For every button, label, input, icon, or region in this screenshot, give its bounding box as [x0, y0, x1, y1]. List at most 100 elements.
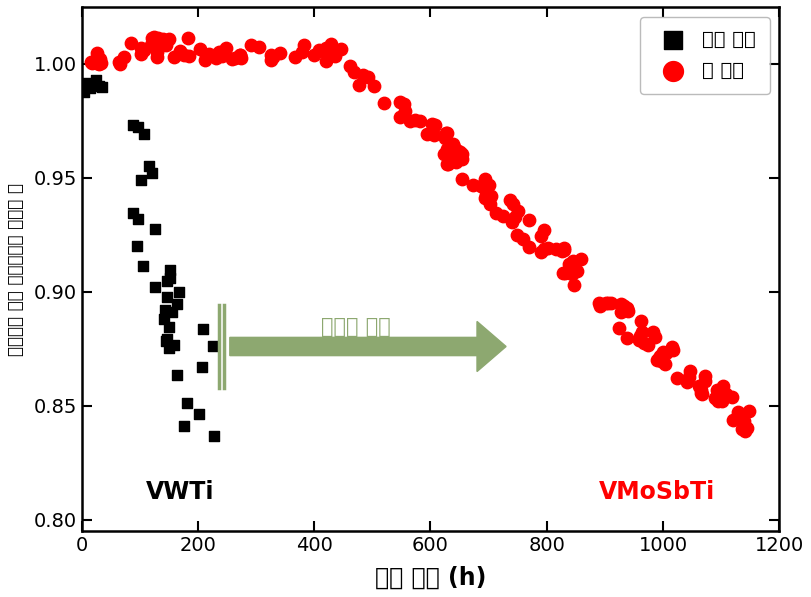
신 초매 [719, 390, 732, 399]
기존 초매 [162, 322, 175, 332]
신 초매 [456, 174, 469, 184]
신 초매 [478, 180, 491, 189]
신 초매 [90, 48, 103, 58]
신 초매 [467, 180, 480, 189]
기존 초매 [158, 315, 171, 324]
신 초매 [711, 392, 724, 401]
신 초매 [534, 231, 547, 241]
신 초매 [440, 159, 453, 168]
신 초매 [682, 373, 695, 382]
신 초매 [654, 356, 667, 365]
신 초매 [353, 80, 366, 90]
기존 초매 [78, 88, 91, 97]
신 초매 [220, 44, 233, 53]
신 초매 [145, 33, 158, 42]
신 초매 [650, 355, 663, 365]
기존 초매 [173, 288, 186, 297]
신 초매 [711, 396, 724, 406]
신 초매 [93, 59, 106, 69]
신 초매 [570, 267, 583, 276]
신 초매 [296, 48, 309, 57]
신 초매 [541, 243, 554, 253]
신 초매 [558, 268, 571, 278]
신 초매 [144, 40, 157, 50]
신 초매 [612, 323, 625, 333]
신 초매 [91, 59, 104, 68]
신 초매 [438, 149, 451, 159]
신 초매 [157, 35, 169, 44]
신 초매 [252, 42, 265, 51]
신 초매 [124, 38, 137, 48]
신 초매 [324, 39, 337, 49]
신 초매 [234, 53, 247, 63]
신 초매 [633, 336, 646, 345]
신 초매 [604, 298, 617, 307]
신 초매 [378, 99, 391, 108]
신 초매 [112, 57, 125, 67]
신 초매 [134, 44, 147, 53]
신 초매 [429, 120, 442, 130]
신 초매 [523, 242, 536, 251]
신 초매 [593, 301, 606, 311]
기존 초매 [145, 169, 158, 179]
신 초매 [642, 341, 654, 350]
신 초매 [666, 343, 679, 352]
기존 초매 [161, 292, 174, 301]
신 초매 [725, 392, 738, 402]
신 초매 [695, 387, 708, 397]
신 초매 [684, 366, 697, 376]
신 초매 [567, 257, 580, 266]
신 초매 [445, 153, 458, 163]
신 초매 [86, 59, 99, 68]
기존 초매 [127, 120, 139, 130]
신 초매 [739, 427, 752, 436]
신 초매 [652, 353, 665, 363]
신 초매 [535, 248, 548, 257]
기존 초매 [178, 421, 191, 430]
기존 초매 [161, 276, 174, 286]
신 초매 [693, 381, 706, 391]
기존 초매 [130, 242, 143, 251]
신 초매 [633, 331, 646, 341]
신 초매 [94, 54, 107, 64]
신 초매 [549, 244, 562, 254]
기존 초매 [87, 79, 100, 88]
기존 초매 [142, 161, 155, 170]
기존 초매 [132, 214, 145, 224]
신 초매 [506, 217, 519, 226]
Text: 내구성 증진: 내구성 증진 [321, 318, 391, 337]
신 초매 [427, 130, 440, 140]
신 초매 [483, 180, 496, 190]
신 초매 [264, 50, 277, 60]
신 초매 [448, 150, 461, 160]
신 초매 [324, 43, 337, 53]
신 초매 [656, 347, 669, 356]
신 초매 [666, 346, 679, 355]
신 초매 [209, 54, 222, 63]
신 초매 [633, 335, 646, 344]
신 초매 [234, 50, 247, 60]
신 초매 [732, 412, 744, 421]
신 초매 [615, 299, 628, 309]
신 초매 [348, 67, 361, 76]
신 초매 [634, 316, 647, 325]
신 초매 [177, 50, 190, 59]
신 초매 [148, 32, 161, 42]
신 초매 [420, 129, 433, 139]
기존 초매 [96, 82, 109, 91]
신 초매 [508, 213, 521, 222]
기존 초매 [138, 130, 151, 139]
Legend: 기존 초매, 신 초매: 기존 초매, 신 초매 [640, 17, 770, 94]
신 초매 [426, 119, 439, 129]
신 초매 [711, 392, 724, 401]
신 초매 [483, 199, 496, 209]
신 초매 [659, 359, 672, 369]
신 초매 [510, 230, 523, 239]
신 초매 [742, 406, 755, 416]
신 초매 [367, 81, 380, 91]
신 초매 [575, 254, 588, 264]
신 초매 [659, 349, 672, 358]
신 초매 [199, 56, 212, 65]
신 초매 [156, 36, 169, 46]
기존 초매 [164, 265, 177, 275]
